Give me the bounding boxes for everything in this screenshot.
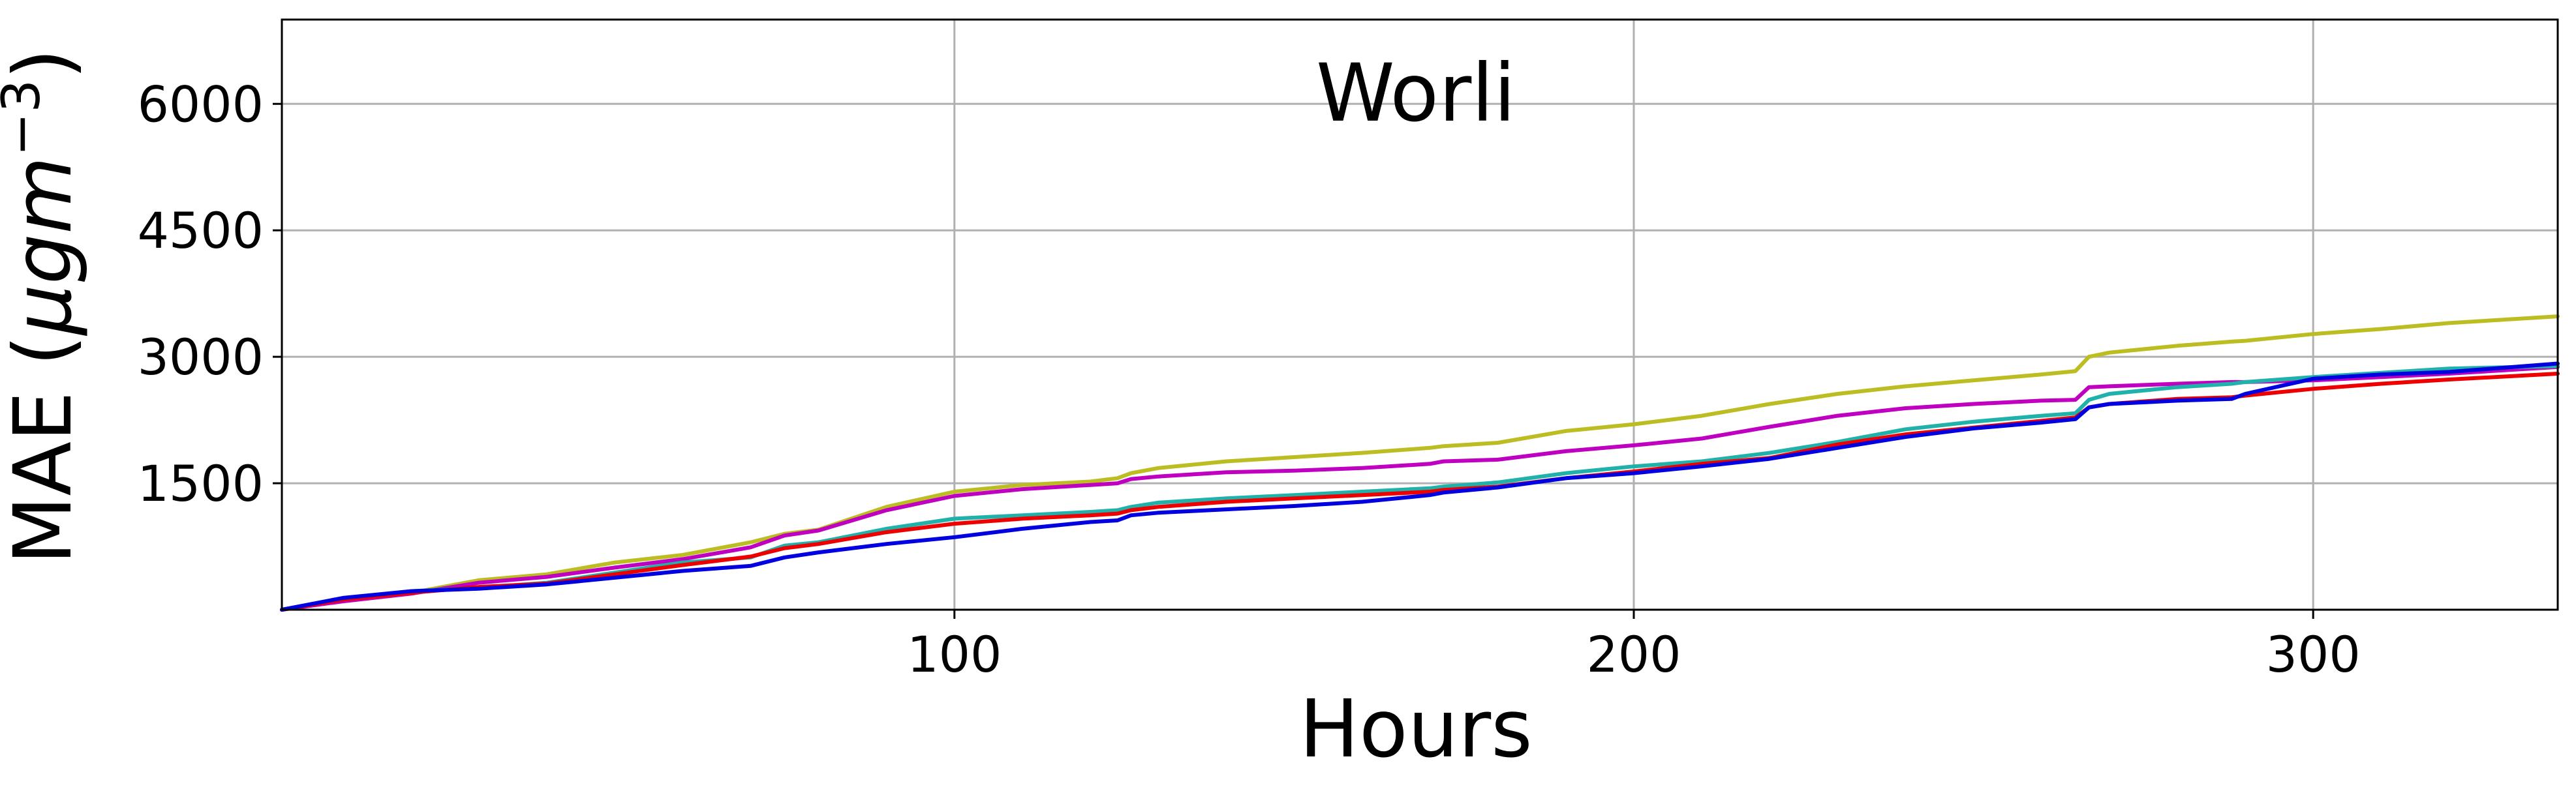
grid xyxy=(282,20,2558,610)
y-axis-label-close: ) xyxy=(0,48,89,80)
tick-labels: 100 200 300 1500 3000 4500 6000 xyxy=(138,75,2361,683)
x-axis-label: Hours xyxy=(1299,683,1532,775)
y-axis-label-main: MAE ( xyxy=(0,335,89,565)
series-line-4 xyxy=(280,372,2560,612)
x-tick-label: 100 xyxy=(907,625,1002,683)
y-tick-label: 4500 xyxy=(138,201,264,260)
plot-area-frame xyxy=(281,18,2559,611)
y-tick-label: 1500 xyxy=(138,455,264,513)
y-tick-label: 6000 xyxy=(138,75,264,133)
y-axis-label: MAE (μgm−3) xyxy=(0,48,89,565)
x-tick-label: 200 xyxy=(1586,625,1681,683)
x-tick-label: 300 xyxy=(2266,625,2361,683)
series-lines xyxy=(280,314,2560,612)
y-axis-label-unit: μgm xyxy=(0,157,89,336)
series-line-2 xyxy=(280,365,2560,612)
series-line-5 xyxy=(280,361,2560,612)
series-line-1 xyxy=(280,314,2560,612)
y-tick-label: 3000 xyxy=(138,328,264,386)
y-axis-label-exponent: −3 xyxy=(0,80,52,157)
chart-title: Worli xyxy=(1316,47,1516,140)
